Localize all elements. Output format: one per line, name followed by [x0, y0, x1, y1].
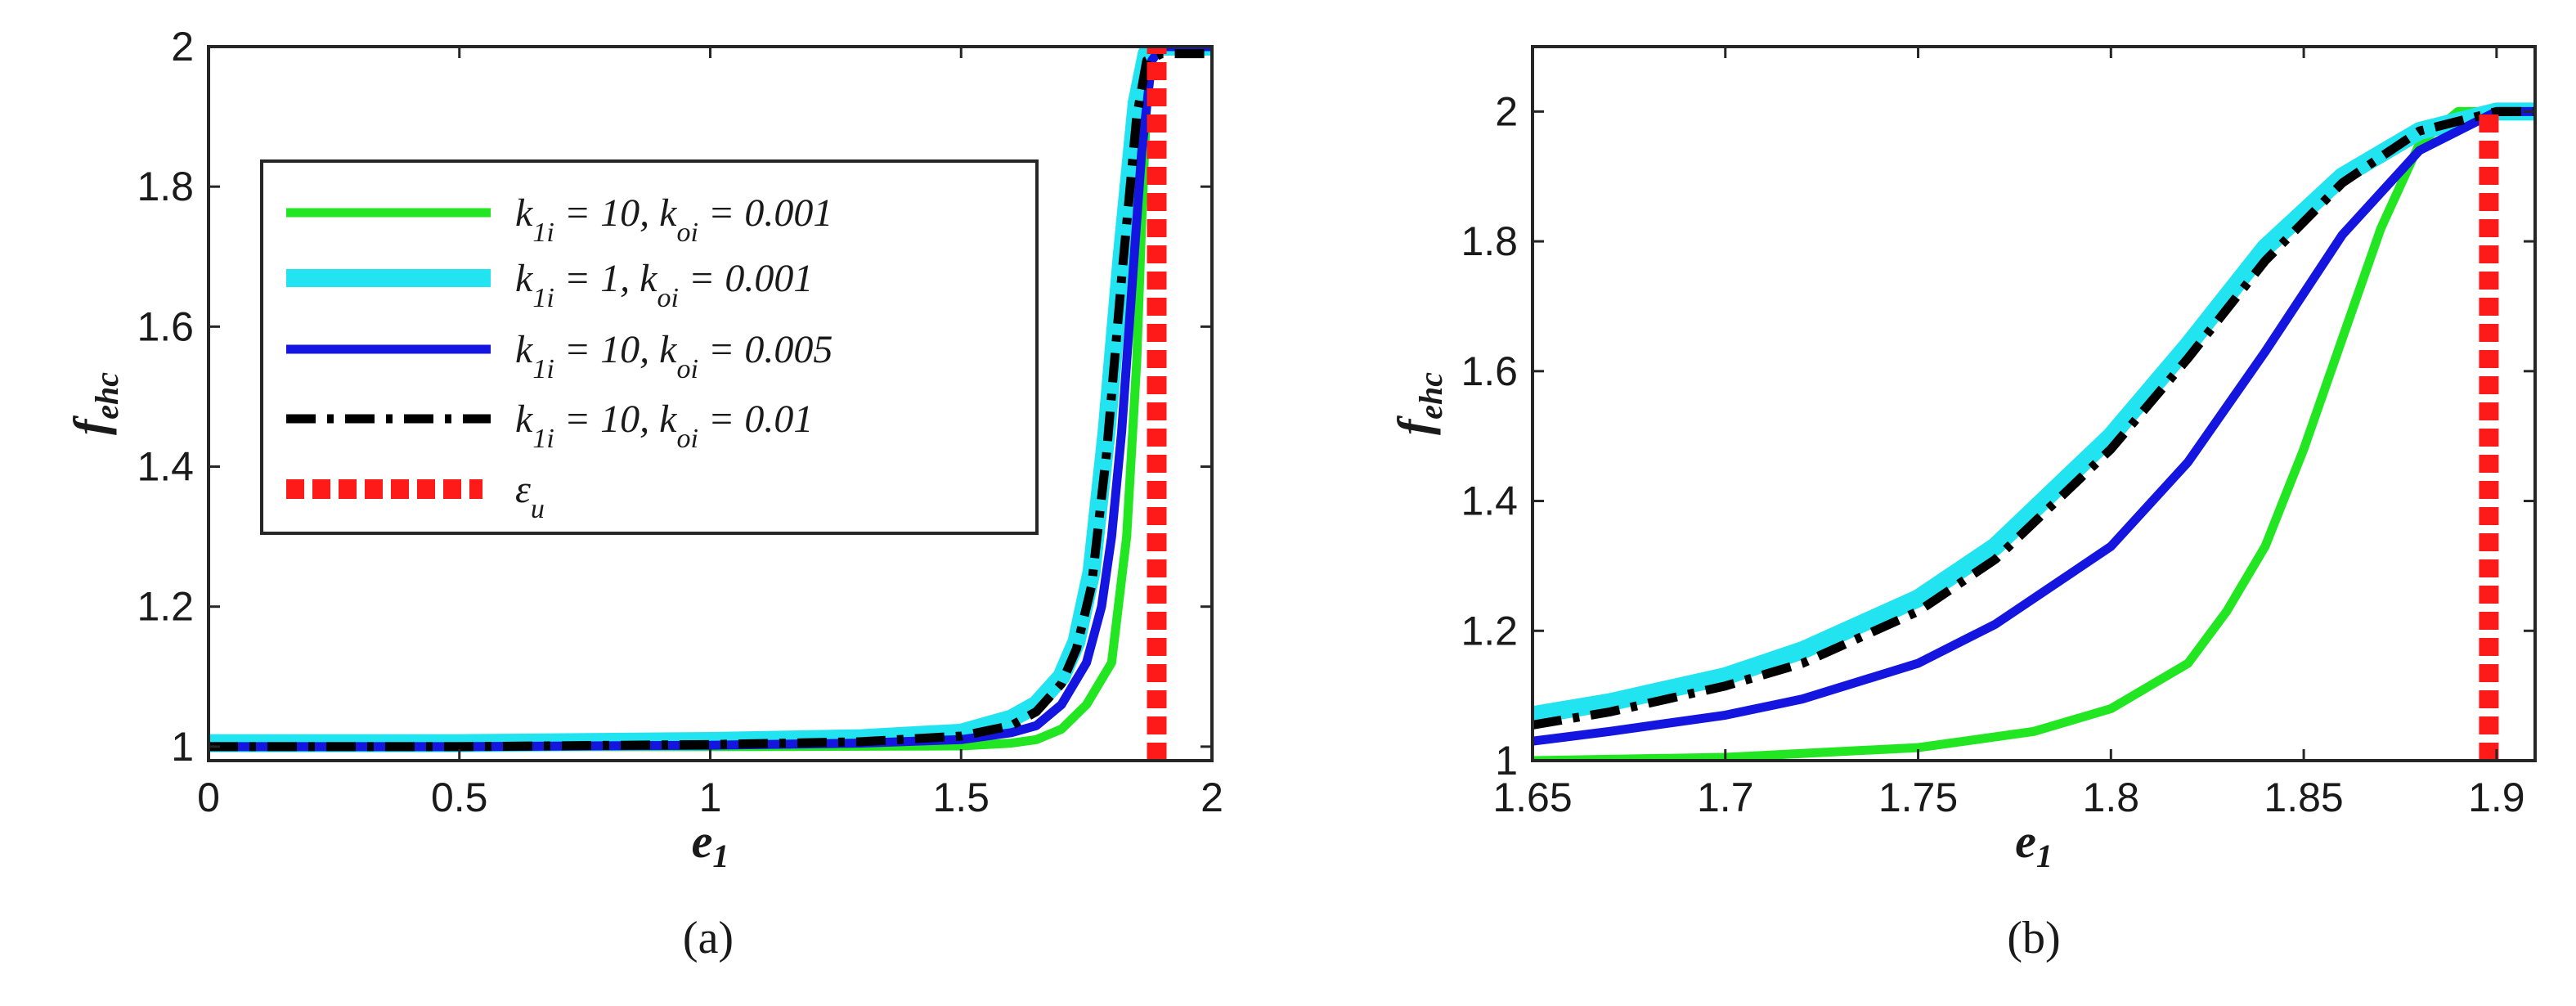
x-tick-label: 1.75 — [1878, 775, 1958, 820]
axes-frame — [1531, 45, 2537, 762]
legend-entry: k1i = 10, koi = 0.001 — [286, 191, 832, 248]
legend-entry: k1i = 1, koi = 0.001 — [286, 257, 813, 313]
panel-a: 0 0.5 1 1.5 2 1 1.2 1.4 1.6 1.8 2 e1 fehc (a) k1i = 10… — [64, 24, 1223, 963]
y-tick-label: 1.2 — [1461, 608, 1518, 653]
legend-entry: εu — [286, 468, 545, 524]
x-axis-label: e1 — [2015, 815, 2053, 874]
y-tick-label: 1.8 — [1461, 218, 1518, 264]
x-tick-label: 1 — [699, 775, 722, 820]
legend-label: k1i = 10, koi = 0.005 — [515, 328, 832, 384]
y-tick-label: 1.6 — [1461, 348, 1518, 394]
legend-label: k1i = 10, koi = 0.001 — [515, 191, 832, 248]
y-tick-label: 1.6 — [137, 303, 194, 349]
x-tick-label: 2 — [1200, 775, 1223, 820]
y-tick-label: 1.8 — [137, 164, 194, 209]
legend-label: k1i = 10, koi = 0.01 — [515, 397, 813, 454]
legend-label: k1i = 1, koi = 0.001 — [515, 257, 813, 313]
panel-caption: (b) — [2007, 913, 2060, 963]
x-axis-label: e1 — [692, 815, 729, 874]
y-tick-label: 1.2 — [137, 584, 194, 630]
x-tick-label: 1.8 — [2083, 775, 2140, 820]
x-tick-label: 0 — [197, 775, 220, 820]
x-tick-label: 1.85 — [2264, 775, 2343, 820]
legend-entry: k1i = 10, koi = 0.005 — [286, 328, 832, 384]
y-axis-label: fehc — [1388, 372, 1449, 435]
x-tick-label: 1.7 — [1697, 775, 1754, 820]
y-axis-label: fehc — [64, 372, 125, 435]
series-group — [1533, 102, 2535, 761]
y-tick-label: 1 — [171, 724, 194, 770]
series-line-4 — [1533, 106, 2535, 730]
series-line-4 — [209, 49, 1212, 752]
y-tick-label: 1 — [1495, 738, 1518, 784]
series-line-3 — [1533, 106, 2535, 746]
panel-b: 1.65 1.7 1.75 1.8 1.85 1.9 1 1.2 1.4 1.6 1.8 2 e1 feh… — [1388, 45, 2537, 963]
legend-entry: k1i = 10, koi = 0.01 — [286, 397, 813, 454]
x-tick-label: 0.5 — [431, 775, 488, 820]
legend: k1i = 10, koi = 0.001 k1i = 1, koi = 0.00… — [260, 159, 1039, 535]
x-tick-label: 1.65 — [1492, 775, 1572, 820]
panel-caption: (a) — [683, 913, 734, 963]
y-tick-label: 1.4 — [1461, 478, 1518, 524]
y-tick-label: 2 — [171, 24, 194, 70]
y-tick-label: 2 — [1495, 88, 1518, 134]
x-tick-label: 1.5 — [932, 775, 990, 820]
y-tick-label: 1.4 — [137, 444, 194, 490]
series-group — [209, 47, 1212, 761]
legend-label: εu — [515, 468, 545, 524]
x-tick-label: 1.9 — [2468, 775, 2525, 820]
